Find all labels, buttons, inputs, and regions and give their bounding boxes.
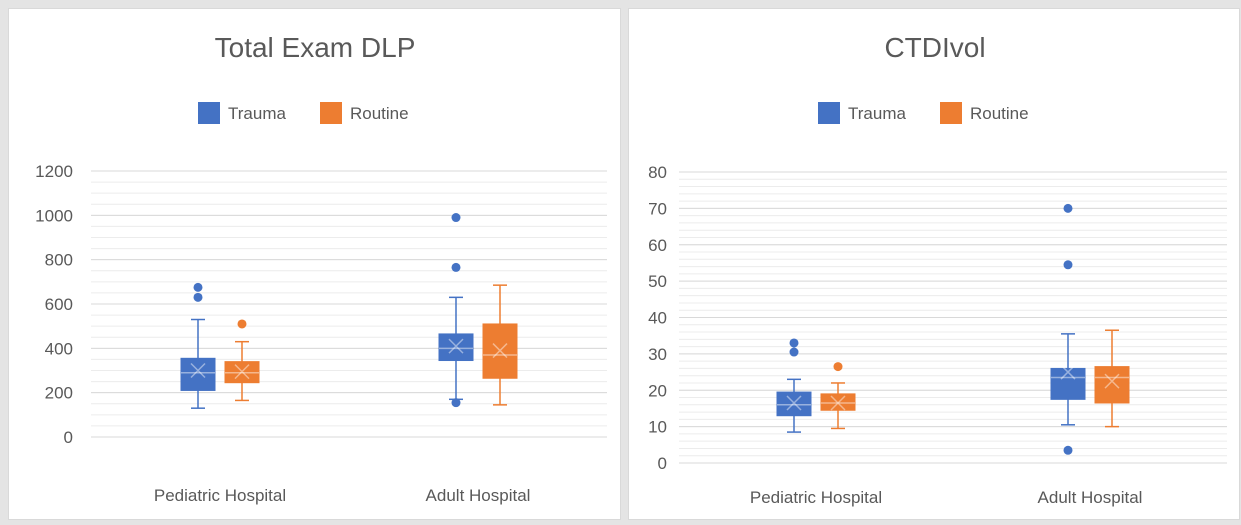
outlier-point (789, 338, 799, 348)
mean-marker (234, 364, 250, 380)
outlier-point (1063, 203, 1073, 213)
box-iqr (224, 361, 260, 384)
y-tick-label: 40 (648, 309, 667, 328)
box-routine-0 (224, 319, 260, 402)
outlier-point (833, 362, 843, 372)
y-tick-label: 200 (45, 384, 73, 403)
mean-marker (1104, 373, 1120, 389)
category-label: Adult Hospital (426, 486, 531, 505)
legend-label-routine: Routine (350, 104, 409, 123)
outlier-point (451, 213, 461, 223)
legend-swatch-routine (940, 102, 962, 124)
legend-swatch-trauma (818, 102, 840, 124)
y-tick-label: 10 (648, 418, 667, 437)
category-label: Adult Hospital (1038, 488, 1143, 507)
legend: Trauma Routine (198, 102, 409, 124)
chart-panel-ctdivol: CTDIvol Trauma Routine 0 10 20 30 40 50 60 70 80 Ped… (628, 8, 1240, 520)
legend-swatch-routine (320, 102, 342, 124)
box-iqr (180, 357, 216, 391)
outlier-point (451, 398, 461, 408)
box-routine-1 (1094, 329, 1130, 428)
y-tick-label: 30 (648, 345, 667, 364)
legend-label-trauma: Trauma (228, 104, 286, 123)
outlier-point (1063, 445, 1073, 455)
outlier-point (451, 262, 461, 272)
category-label: Pediatric Hospital (750, 488, 882, 507)
chart-title: Total Exam DLP (215, 32, 416, 63)
legend: Trauma Routine (818, 102, 1029, 124)
chart-panel-dlp: Total Exam DLP Trauma Routine 0 200 400 600 800… (8, 8, 621, 520)
outlier-point (237, 319, 247, 329)
y-tick-label: 0 (658, 454, 667, 473)
y-tick-label: 1000 (35, 206, 73, 225)
outlier-point (789, 347, 799, 357)
y-tick-label: 70 (648, 199, 667, 218)
chart-ctdivol-svg: CTDIvol Trauma Routine 0 10 20 30 40 50 60 70 80 Ped… (648, 32, 1227, 507)
mean-marker (786, 395, 802, 411)
mean-marker (492, 343, 508, 359)
box-trauma-1 (438, 213, 474, 408)
outlier-point (193, 292, 203, 302)
mean-marker (448, 338, 464, 354)
box-trauma-1 (1050, 203, 1086, 455)
box-routine-0 (820, 362, 856, 430)
y-tick-label: 400 (45, 339, 73, 358)
y-tick-label: 60 (648, 236, 667, 255)
box-iqr (1050, 367, 1086, 400)
chart-title: CTDIvol (884, 32, 985, 63)
box-trauma-0 (776, 338, 812, 433)
box-iqr (438, 333, 474, 362)
box-iqr (482, 323, 518, 379)
legend-swatch-trauma (198, 102, 220, 124)
box-trauma-0 (180, 282, 216, 409)
mean-marker (190, 362, 206, 379)
legend-label-routine: Routine (970, 104, 1029, 123)
y-tick-label: 0 (64, 428, 73, 447)
box-iqr (1094, 366, 1130, 404)
box-iqr (820, 393, 856, 411)
category-label: Pediatric Hospital (154, 486, 286, 505)
outlier-point (193, 282, 203, 292)
y-tick-label: 20 (648, 381, 667, 400)
box-iqr (776, 391, 812, 417)
mean-marker (1060, 364, 1076, 380)
chart-dlp-svg: Total Exam DLP Trauma Routine 0 200 400 600 800… (35, 32, 607, 505)
mean-marker (830, 395, 846, 411)
outlier-point (1063, 260, 1073, 270)
y-tick-label: 600 (45, 295, 73, 314)
box-routine-1 (482, 284, 518, 406)
y-tick-label: 50 (648, 272, 667, 291)
y-tick-label: 1200 (35, 162, 73, 181)
legend-label-trauma: Trauma (848, 104, 906, 123)
y-tick-label: 80 (648, 163, 667, 182)
y-tick-label: 800 (45, 251, 73, 270)
